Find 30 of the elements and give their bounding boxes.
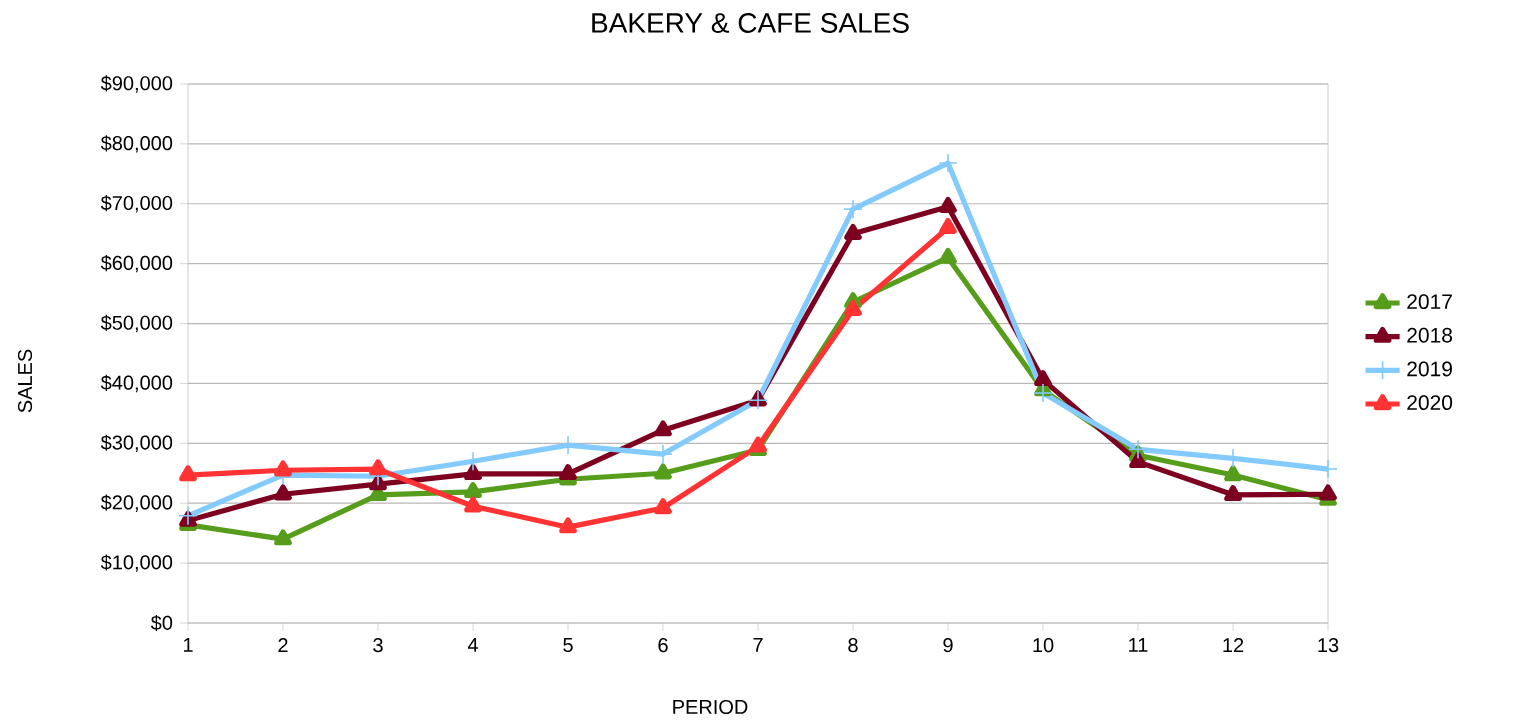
x-tick-label: 13 [1318,638,1339,653]
x-tick-label: 3 [373,638,383,653]
y-tick-label: $80,000 [100,135,173,153]
legend-label: 2017 [1407,294,1452,310]
legend-label: 2018 [1407,327,1453,343]
legend-label: 2019 [1407,361,1452,377]
x-tick-label: 9 [943,638,953,653]
x-axis-title: PERIOD [673,699,748,715]
y-tick-label: $70,000 [100,195,173,213]
legend-label: 2020 [1407,395,1453,411]
y-tick-label: $60,000 [100,254,173,273]
y-tick-label: $10,000 [100,554,173,572]
y-tick-label: $50,000 [100,314,173,333]
y-tick-label: $90,000 [100,75,173,93]
x-tick-label: 10 [1033,638,1054,653]
y-axis-title: SALES [17,349,33,413]
x-tick-label: 5 [563,638,573,652]
y-tick-label: $40,000 [100,374,173,393]
chart-title: BAKERY & CAFE SALES [592,13,909,33]
x-tick-label: 8 [848,638,858,653]
y-tick-label: $0 [150,614,173,632]
x-tick-label: 2 [278,638,288,653]
y-tick-label: $20,000 [100,494,173,512]
x-tick-label: 4 [467,638,478,652]
y-tick-label: $30,000 [100,434,173,453]
x-tick-label: 1 [183,638,193,652]
x-tick-label: 12 [1223,638,1244,653]
x-tick-label: 7 [753,638,763,652]
x-tick-label: 11 [1129,638,1148,652]
x-tick-label: 6 [658,638,668,653]
